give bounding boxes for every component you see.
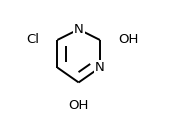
- Text: Cl: Cl: [26, 33, 39, 47]
- Text: OH: OH: [118, 33, 138, 47]
- Text: OH: OH: [69, 99, 89, 112]
- Text: N: N: [95, 61, 105, 74]
- Text: N: N: [74, 23, 83, 36]
